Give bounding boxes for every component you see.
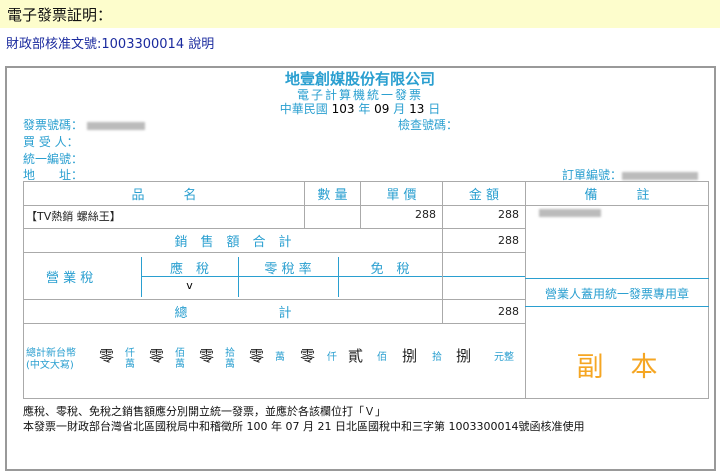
- tax-mark: v: [186, 279, 193, 292]
- digit-100k: 零: [199, 347, 215, 365]
- order-no-redacted: [622, 171, 699, 180]
- approval-text: 財政部核准文號:1003300014: [6, 37, 185, 52]
- item-qty: [304, 205, 361, 229]
- item-name: 【TV熱銷 螺絲王】: [23, 205, 305, 229]
- tax-id-label: 統一編號：: [23, 152, 84, 166]
- item-price: 288: [360, 205, 443, 229]
- note-1: 應稅、零稅、免稅之銷售額應分別開立統一發票，並應於各該欄位打「Ｖ」: [23, 405, 386, 418]
- col-qty: 數 量: [304, 181, 361, 206]
- invoice: [5, 66, 716, 471]
- company-name: 地壹創媒股份有限公司: [284, 70, 435, 88]
- invoice-no-label: 發票號碼：: [23, 116, 145, 133]
- tax-type-taxable: 應 稅: [169, 262, 209, 277]
- page-header: 電子發票証明：: [0, 0, 720, 28]
- remark-redacted: [539, 209, 601, 217]
- col-amount: 金 額: [442, 181, 526, 206]
- sales-total: 288: [442, 228, 526, 253]
- unit-10k: 萬: [275, 352, 285, 363]
- unit-10: 拾: [432, 352, 442, 363]
- amount-in-words: [23, 323, 526, 399]
- item-amount: 288: [442, 205, 526, 229]
- copy-label: 副 本: [576, 352, 658, 383]
- invoice-type: 電子計算機統一發票: [296, 88, 423, 102]
- col-price: 單 價: [360, 181, 443, 206]
- order-no-label: 訂單編號：: [562, 166, 699, 183]
- unit-yuan: 元整: [494, 352, 514, 363]
- invoice-no-redacted: [86, 121, 145, 130]
- words-label: 總計新台幣 (中文大寫): [26, 348, 76, 371]
- explain-link[interactable]: 說明: [188, 37, 215, 52]
- digit-1m: 零: [149, 347, 165, 365]
- sales-total-label: 銷 售 額 合 計: [23, 228, 443, 253]
- tax-type-exempt: 免 稅: [370, 262, 410, 277]
- note-2: 本發票一財政部台灣省北區國稅局中和稽徵所 100 年 07 月 21 日北區國稅…: [23, 420, 585, 433]
- col-item: 品 名: [23, 181, 305, 206]
- unit-1000: 仟: [327, 352, 337, 363]
- col-remark: 備 註: [525, 181, 709, 206]
- unit-10m: 仟萬: [125, 348, 135, 370]
- approval-line: 財政部核准文號:1003300014 說明: [6, 33, 214, 52]
- digit-1: 捌: [456, 347, 472, 365]
- tax-amount: [442, 252, 526, 300]
- digit-1000: 零: [300, 347, 316, 365]
- stamp-label: 營業人蓋用統一發票專用章: [525, 278, 709, 307]
- digit-100: 貳: [348, 347, 364, 365]
- buyer-label: 買 受 人：: [23, 135, 79, 149]
- digit-10k: 零: [249, 347, 265, 365]
- unit-100: 佰: [377, 352, 387, 363]
- unit-100k: 拾萬: [225, 348, 235, 370]
- address-label: 地 址：: [23, 168, 84, 182]
- check-no-label: 檢查號碼：: [398, 118, 459, 132]
- unit-1m: 佰萬: [175, 348, 185, 370]
- digit-10m: 零: [99, 347, 115, 365]
- tax-type-zero: 零 稅 率: [264, 262, 312, 277]
- total-amount: 288: [442, 299, 526, 324]
- total-label: 總 計: [23, 299, 443, 324]
- digit-10: 捌: [402, 347, 418, 365]
- invoice-date: 中華民國 103 年 09 月 13 日: [279, 102, 441, 116]
